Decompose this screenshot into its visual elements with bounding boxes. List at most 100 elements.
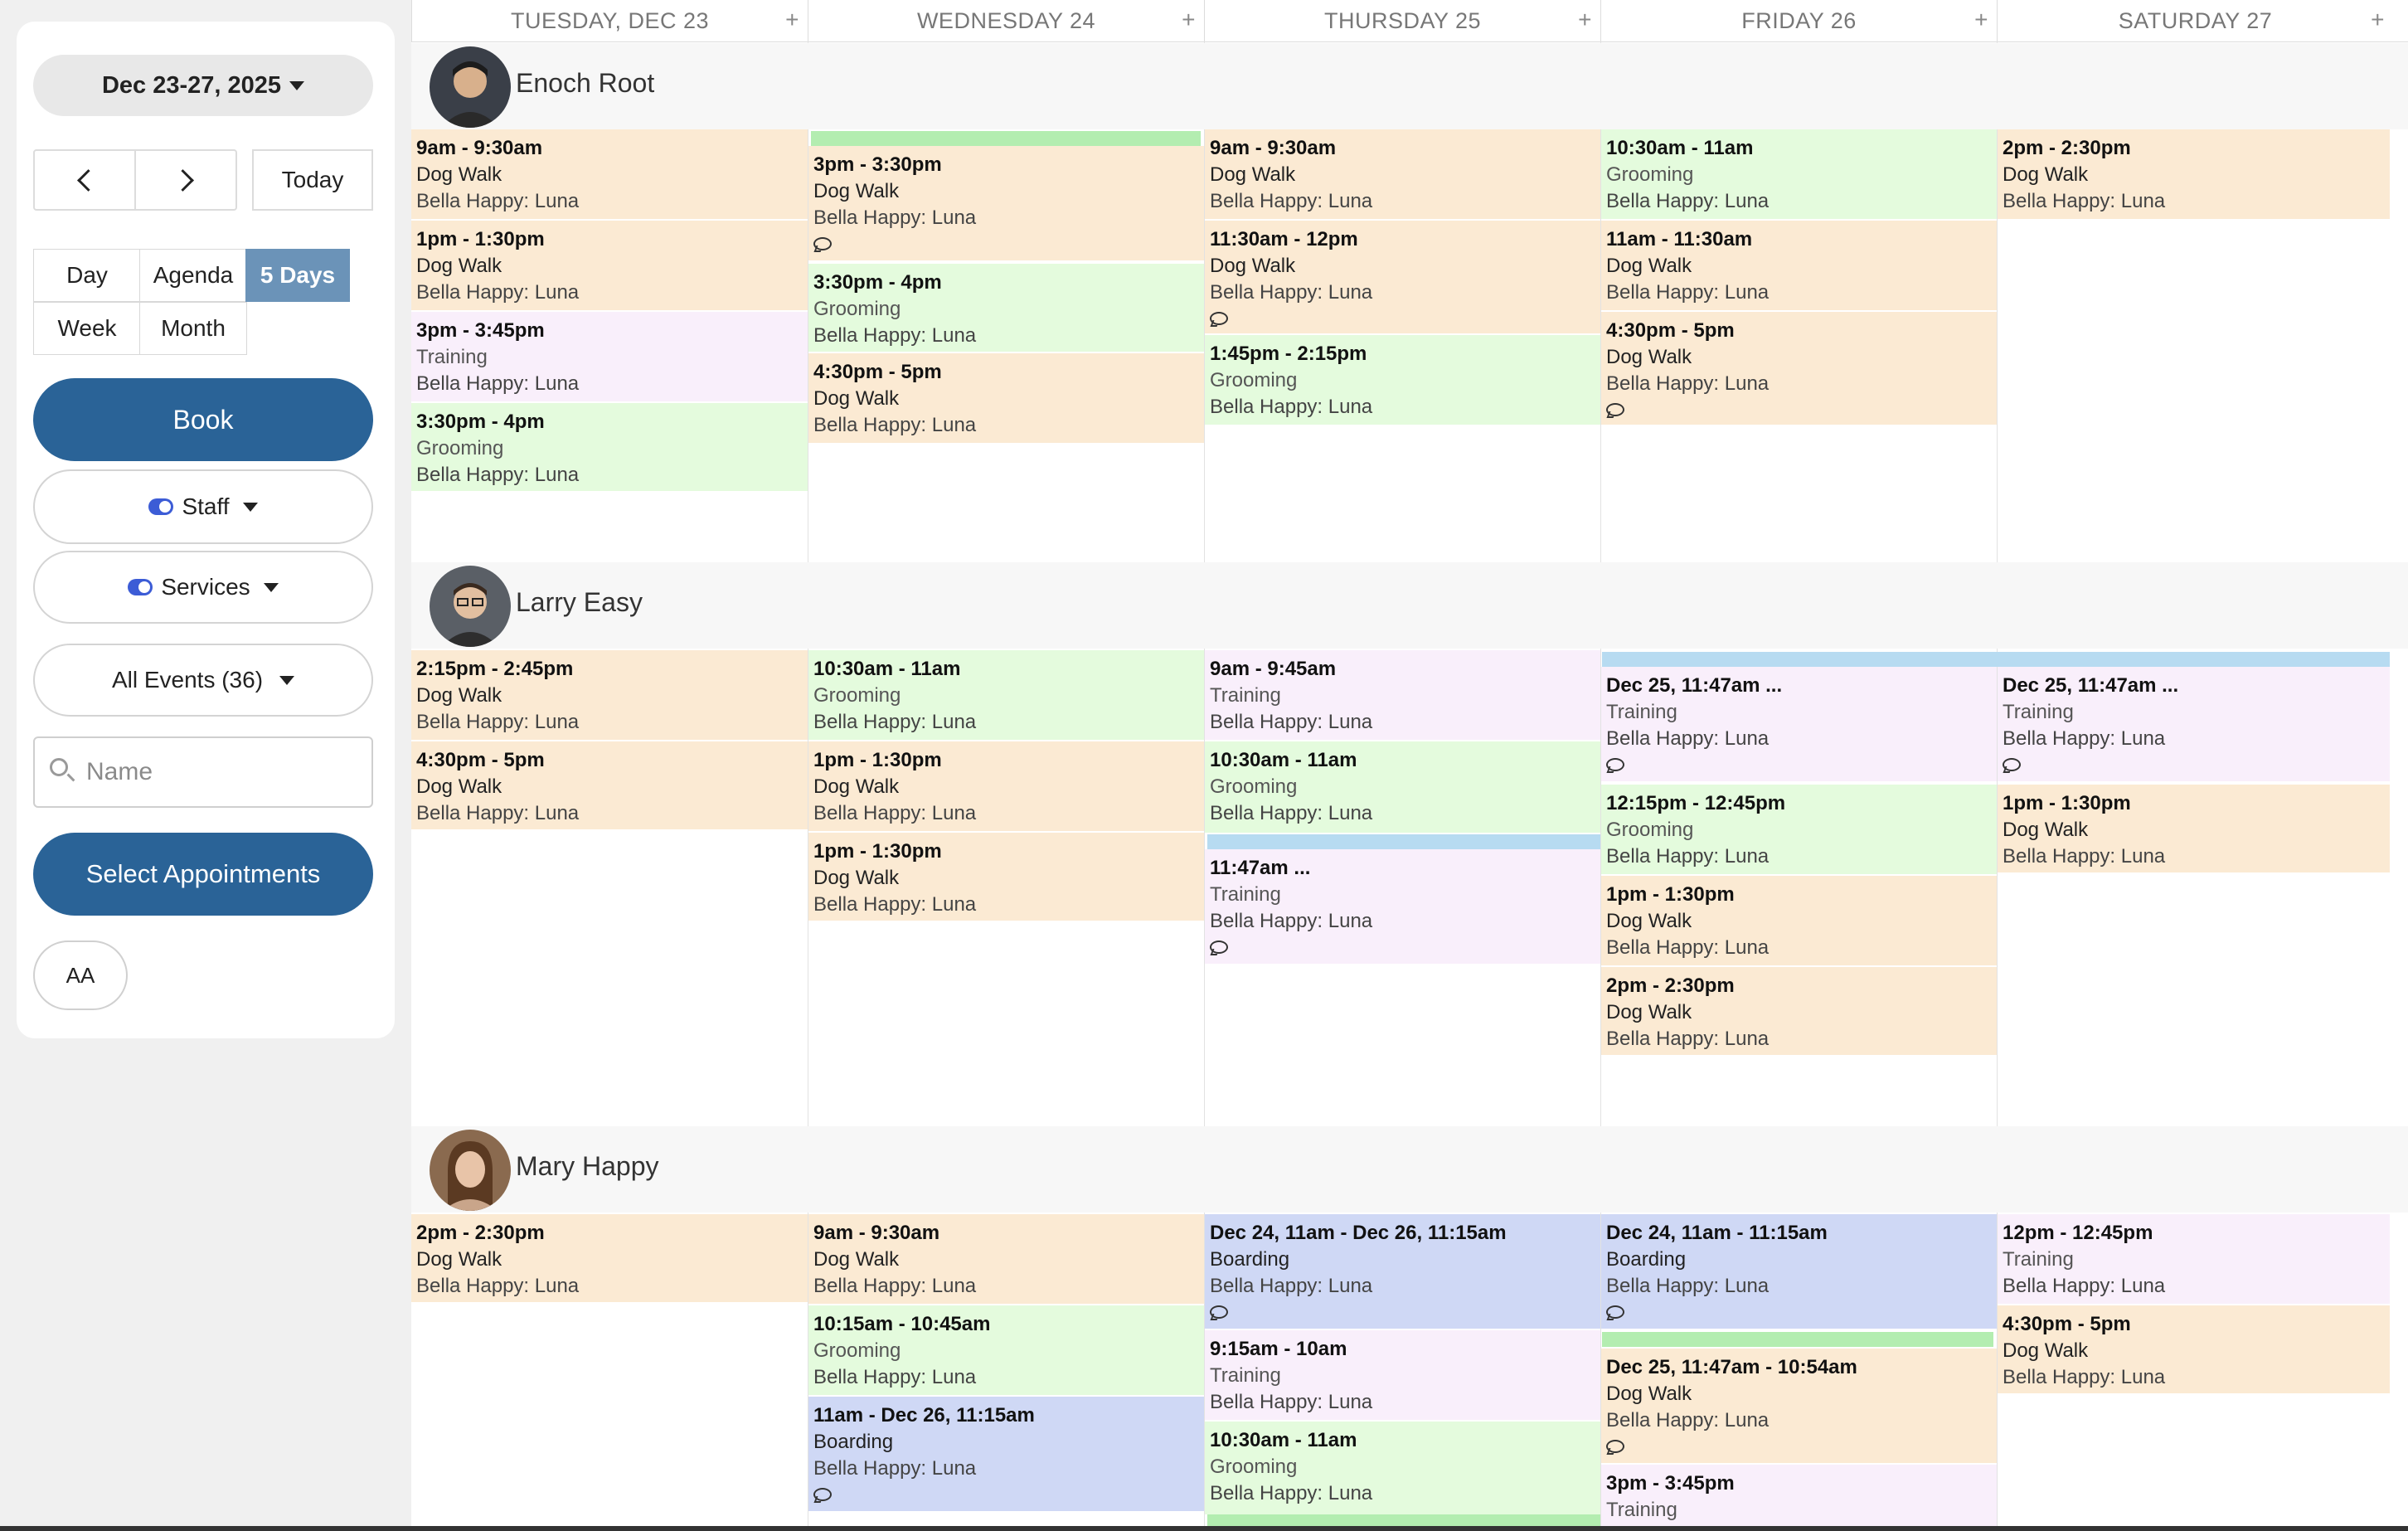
add-event-icon[interactable]: + [785, 7, 799, 32]
appointment-card[interactable]: 9am - 9:30am Dog Walk Bella Happy: Luna [1205, 129, 1600, 219]
caret-down-icon [289, 80, 305, 90]
appointment-card[interactable]: 4:30pm - 5pm Dog Walk Bella Happy: Luna [1601, 312, 1997, 425]
add-event-icon[interactable]: + [1182, 7, 1196, 32]
appointment-service: Training [1210, 883, 1281, 906]
day-header: SATURDAY 27 + [1997, 0, 2393, 41]
appointment-card[interactable]: 3pm - 3:45pm Training [1601, 1465, 1997, 1526]
appointment-card[interactable]: 11am - 11:30am Dog Walk Bella Happy: Luna [1601, 221, 1997, 310]
name-input[interactable] [85, 757, 353, 787]
appointment-card[interactable]: 4:30pm - 5pm Dog Walk Bella Happy: Luna [1998, 1305, 2390, 1393]
appointment-time: 9:15am - 10am [1210, 1338, 1347, 1360]
add-event-icon[interactable]: + [2371, 7, 2385, 32]
today-button[interactable]: Today [252, 149, 373, 211]
appointment-service: Grooming [1210, 1456, 1298, 1478]
add-event-icon[interactable]: + [1578, 7, 1592, 32]
appointment-card[interactable]: 10:15am - 10:45am Grooming Bella Happy: Lu… [808, 1305, 1204, 1395]
appointment-card[interactable]: 3:30pm - 4pm Grooming Bella Happy: Luna [808, 264, 1204, 352]
appointment-service: Dog Walk [1210, 163, 1296, 186]
appointment-client: Bella Happy: Luna [1210, 396, 1373, 418]
all-day-bar[interactable] [811, 131, 1201, 146]
appointment-card[interactable]: 10:30am - 11am Grooming Bella Happy: Luna [1205, 1422, 1600, 1514]
appointment-card[interactable]: 1:45pm - 2:15pm Grooming Bella Happy: Luna [1205, 335, 1600, 425]
appointment-card[interactable]: 11:30am - 12pm Dog Walk Bella Happy: Luna [1205, 221, 1600, 333]
staff-filter[interactable]: Staff [33, 469, 373, 544]
all-day-bar[interactable] [1207, 1514, 1600, 1526]
avatar [430, 1130, 511, 1211]
appointment-card[interactable]: 1pm - 1:30pm Dog Walk Bella Happy: Luna [1998, 785, 2390, 872]
appointment-time: 10:30am - 11am [1210, 1429, 1357, 1451]
search-icon [50, 758, 68, 776]
view-week-button[interactable]: Week [33, 302, 141, 355]
appointment-card[interactable]: 2pm - 2:30pm Dog Walk Bella Happy: Luna [1601, 967, 1997, 1055]
select-appointments-button[interactable]: Select Appointments [33, 833, 373, 916]
book-button[interactable]: Book [33, 378, 373, 461]
view-day-button[interactable]: Day [33, 249, 141, 302]
appointment-client: Bella Happy: Luna [2003, 1366, 2166, 1388]
all-events-filter[interactable]: All Events (36) [33, 644, 373, 717]
appointment-card[interactable]: 4:30pm - 5pm Dog Walk Bella Happy: Luna [808, 353, 1204, 443]
appointment-card[interactable]: 4:30pm - 5pm Dog Walk Bella Happy: Luna [411, 741, 808, 829]
appointment-card[interactable]: 1pm - 1:30pm Dog Walk Bella Happy: Luna [411, 221, 808, 310]
appointment-card[interactable]: Dec 25, 11:47am - 10:54am Dog Walk Bella H… [1601, 1349, 1997, 1463]
appointment-card[interactable]: 3pm - 3:45pm Training Bella Happy: Luna [411, 312, 808, 401]
caret-down-icon [242, 502, 258, 512]
appointment-card[interactable]: 12:15pm - 12:45pm Grooming Bella Happy: Lu… [1601, 785, 1997, 874]
appointment-card[interactable]: 9:15am - 10am Training Bella Happy: Luna [1205, 1330, 1600, 1420]
add-event-icon[interactable]: + [1974, 7, 1988, 32]
font-size-button[interactable]: AA [33, 940, 128, 1010]
appointment-card[interactable]: 11am - Dec 26, 11:15am Boarding Bella Happ… [808, 1397, 1204, 1511]
all-day-bar[interactable] [1602, 652, 2390, 667]
comment-icon [1606, 403, 1624, 416]
previous-button[interactable] [33, 149, 136, 211]
services-filter[interactable]: Services [33, 551, 373, 624]
comment-icon [1606, 758, 1624, 771]
appointment-card[interactable]: Dec 25, 11:47am ... Training Bella Happy: … [1601, 667, 1997, 781]
appointment-service: Dog Walk [813, 1248, 900, 1271]
appointment-client: Bella Happy: Luna [416, 711, 580, 733]
appointment-service: Dog Walk [2003, 163, 2089, 186]
appointment-card[interactable]: Dec 25, 11:47am ... Training Bella Happy: … [1998, 667, 2390, 781]
comment-icon [813, 237, 832, 250]
appointment-client: Bella Happy: Luna [1210, 190, 1373, 212]
name-search-field[interactable] [33, 736, 373, 808]
toggle-icon[interactable] [128, 579, 153, 595]
appointment-card[interactable]: 9am - 9:30am Dog Walk Bella Happy: Luna [411, 129, 808, 219]
date-range-selector[interactable]: Dec 23-27, 2025 [33, 55, 373, 116]
appointment-card[interactable]: Dec 24, 11am - Dec 26, 11:15am Boarding Be… [1205, 1214, 1600, 1329]
appointment-card[interactable]: 1pm - 1:30pm Dog Walk Bella Happy: Luna [808, 833, 1204, 921]
appointment-card[interactable]: 9am - 9:30am Dog Walk Bella Happy: Luna [808, 1214, 1204, 1304]
column-divider [1204, 41, 1205, 1531]
appointment-card[interactable]: 2pm - 2:30pm Dog Walk Bella Happy: Luna [411, 1214, 808, 1302]
appointment-card[interactable]: 1pm - 1:30pm Dog Walk Bella Happy: Luna [1601, 876, 1997, 965]
appointment-card[interactable]: 9am - 9:45am Training Bella Happy: Luna [1205, 650, 1600, 740]
appointment-card[interactable]: 10:30am - 11am Grooming Bella Happy: Luna [1601, 129, 1997, 219]
all-day-bar[interactable] [1602, 1332, 1993, 1347]
appointment-card[interactable]: 3:30pm - 4pm Grooming Bella Happy: Luna [411, 403, 808, 491]
appointment-time: Dec 24, 11am - Dec 26, 11:15am [1210, 1222, 1507, 1244]
appointment-card[interactable]: 10:30am - 11am Grooming Bella Happy: Luna [1205, 741, 1600, 833]
all-day-bar[interactable] [1207, 834, 1600, 849]
appointment-service: Dog Walk [813, 775, 900, 798]
appointment-client: Bella Happy: Luna [2003, 1275, 2166, 1297]
appointment-card[interactable]: 11:47am ... Training Bella Happy: Luna [1205, 849, 1600, 964]
toggle-icon[interactable] [148, 498, 174, 515]
appointment-card[interactable]: 1pm - 1:30pm Dog Walk Bella Happy: Luna [808, 741, 1204, 831]
appointment-card[interactable]: 2pm - 2:30pm Dog Walk Bella Happy: Luna [1998, 129, 2390, 219]
view-agenda-button[interactable]: Agenda [139, 249, 247, 302]
comment-icon [1606, 1305, 1624, 1319]
appointment-service: Dog Walk [813, 867, 900, 889]
appointment-card[interactable]: 3pm - 3:30pm Dog Walk Bella Happy: Luna [808, 146, 1204, 260]
appointment-card[interactable]: 10:30am - 11am Grooming Bella Happy: Luna [808, 650, 1204, 740]
appointment-client: Bella Happy: Luna [1210, 1482, 1373, 1504]
view-5days-button[interactable]: 5 Days [245, 249, 350, 302]
view-month-button[interactable]: Month [139, 302, 247, 355]
appointment-time: Dec 24, 11am - 11:15am [1606, 1222, 1828, 1244]
appointment-client: Bella Happy: Luna [813, 802, 977, 824]
appointment-client: Bella Happy: Luna [813, 414, 977, 436]
appointment-time: 3pm - 3:45pm [1606, 1472, 1735, 1495]
appointment-card[interactable]: 2:15pm - 2:45pm Dog Walk Bella Happy: Luna [411, 650, 808, 740]
appointment-card[interactable]: Dec 24, 11am - 11:15am Boarding Bella Happ… [1601, 1214, 1997, 1329]
appointment-card[interactable]: 12pm - 12:45pm Training Bella Happy: Luna [1998, 1214, 2390, 1304]
next-button[interactable] [134, 149, 237, 211]
comment-icon [2003, 758, 2021, 771]
